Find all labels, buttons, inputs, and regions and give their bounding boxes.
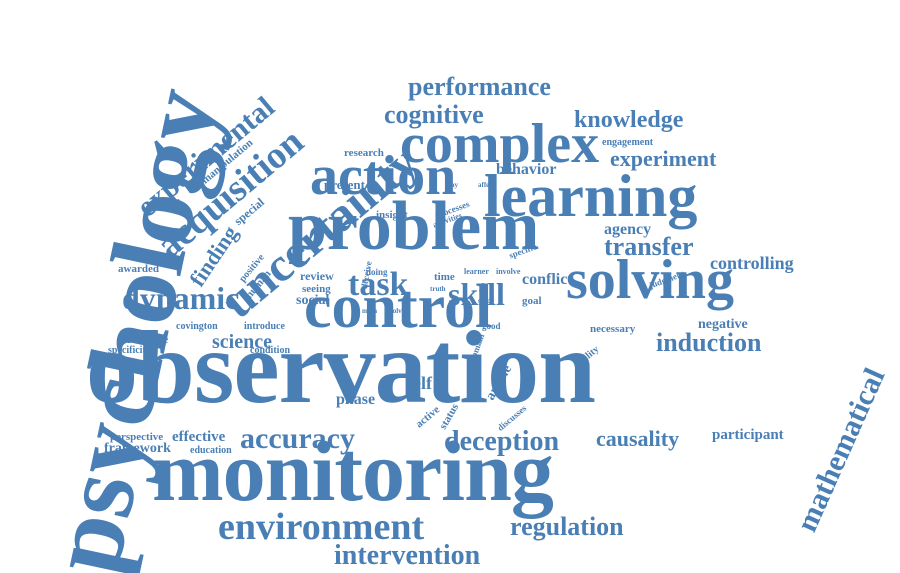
- word-action: action: [310, 145, 457, 207]
- word-interfere: interfere: [120, 331, 169, 346]
- word-solving: solving: [566, 249, 735, 311]
- word-time: time: [434, 271, 455, 283]
- word-present: present: [324, 177, 365, 192]
- word-agency: agency: [604, 221, 652, 238]
- word-learning: learning: [484, 163, 698, 229]
- word-deception: deception: [444, 426, 560, 457]
- word-covington: covington: [176, 321, 218, 332]
- word-introduce: introduce: [244, 321, 285, 332]
- word-dynamic: dynamic: [122, 280, 240, 316]
- word-conflict: conflict: [522, 271, 573, 288]
- word-framework: framework: [104, 441, 171, 456]
- word-participant: participant: [712, 427, 784, 443]
- word-mathematical: mathematical: [790, 363, 892, 537]
- word-problem: problem: [288, 188, 540, 265]
- word-monitoring: monitoring: [152, 423, 554, 519]
- word-phase: phase: [336, 391, 376, 408]
- word-specificity: specificity: [108, 345, 151, 356]
- word-research: research: [344, 147, 384, 159]
- word-controlling: controlling: [710, 253, 794, 273]
- word-accuracy: accuracy: [240, 422, 355, 455]
- word-transfer: transfer: [604, 232, 694, 261]
- word-social: social: [296, 293, 330, 308]
- word-causality: causality: [596, 426, 680, 451]
- word-experiment: experiment: [610, 146, 717, 171]
- word-seeing: seeing: [302, 283, 331, 295]
- word-involve: involve: [496, 267, 521, 276]
- word-main: main: [362, 307, 378, 315]
- word-skill: skill: [448, 276, 505, 312]
- word-engagement: engagement: [602, 137, 654, 148]
- word-perspective: perspective: [110, 431, 164, 443]
- word-behavior: behavior: [496, 161, 557, 178]
- word-affect: affect: [478, 181, 495, 189]
- word-condition: condition: [250, 345, 291, 356]
- word-self: self: [406, 373, 432, 393]
- word-intervention: intervention: [334, 540, 481, 571]
- word-negative: negative: [698, 317, 748, 332]
- word-doing: doing: [366, 267, 388, 277]
- word-performance: performance: [408, 72, 551, 101]
- word-awarded: awarded: [118, 263, 159, 275]
- word-environment: environment: [218, 506, 425, 548]
- word-learner: learner: [464, 267, 489, 276]
- word-control: control: [304, 273, 493, 341]
- word-cognitive: cognitive: [384, 100, 484, 129]
- word-effective: effective: [172, 429, 226, 445]
- word-study: study: [478, 297, 495, 305]
- word-necessary: necessary: [590, 323, 636, 335]
- word-review: review: [300, 269, 334, 283]
- word-goal: goal: [522, 295, 542, 307]
- word-complex: complex: [400, 113, 600, 175]
- word-induction: induction: [656, 328, 762, 357]
- word-insight: insight: [376, 209, 408, 221]
- word-regulation: regulation: [510, 512, 624, 541]
- word-science: science: [212, 331, 272, 353]
- word-way: way: [446, 181, 459, 189]
- word-good: good: [482, 321, 501, 331]
- word-task: task: [348, 266, 409, 303]
- word-observation: observation: [86, 310, 596, 425]
- word-education: education: [190, 445, 232, 456]
- word-solve: solve: [390, 307, 405, 315]
- word-truth: truth: [430, 285, 446, 293]
- word-knowledge: knowledge: [574, 107, 684, 133]
